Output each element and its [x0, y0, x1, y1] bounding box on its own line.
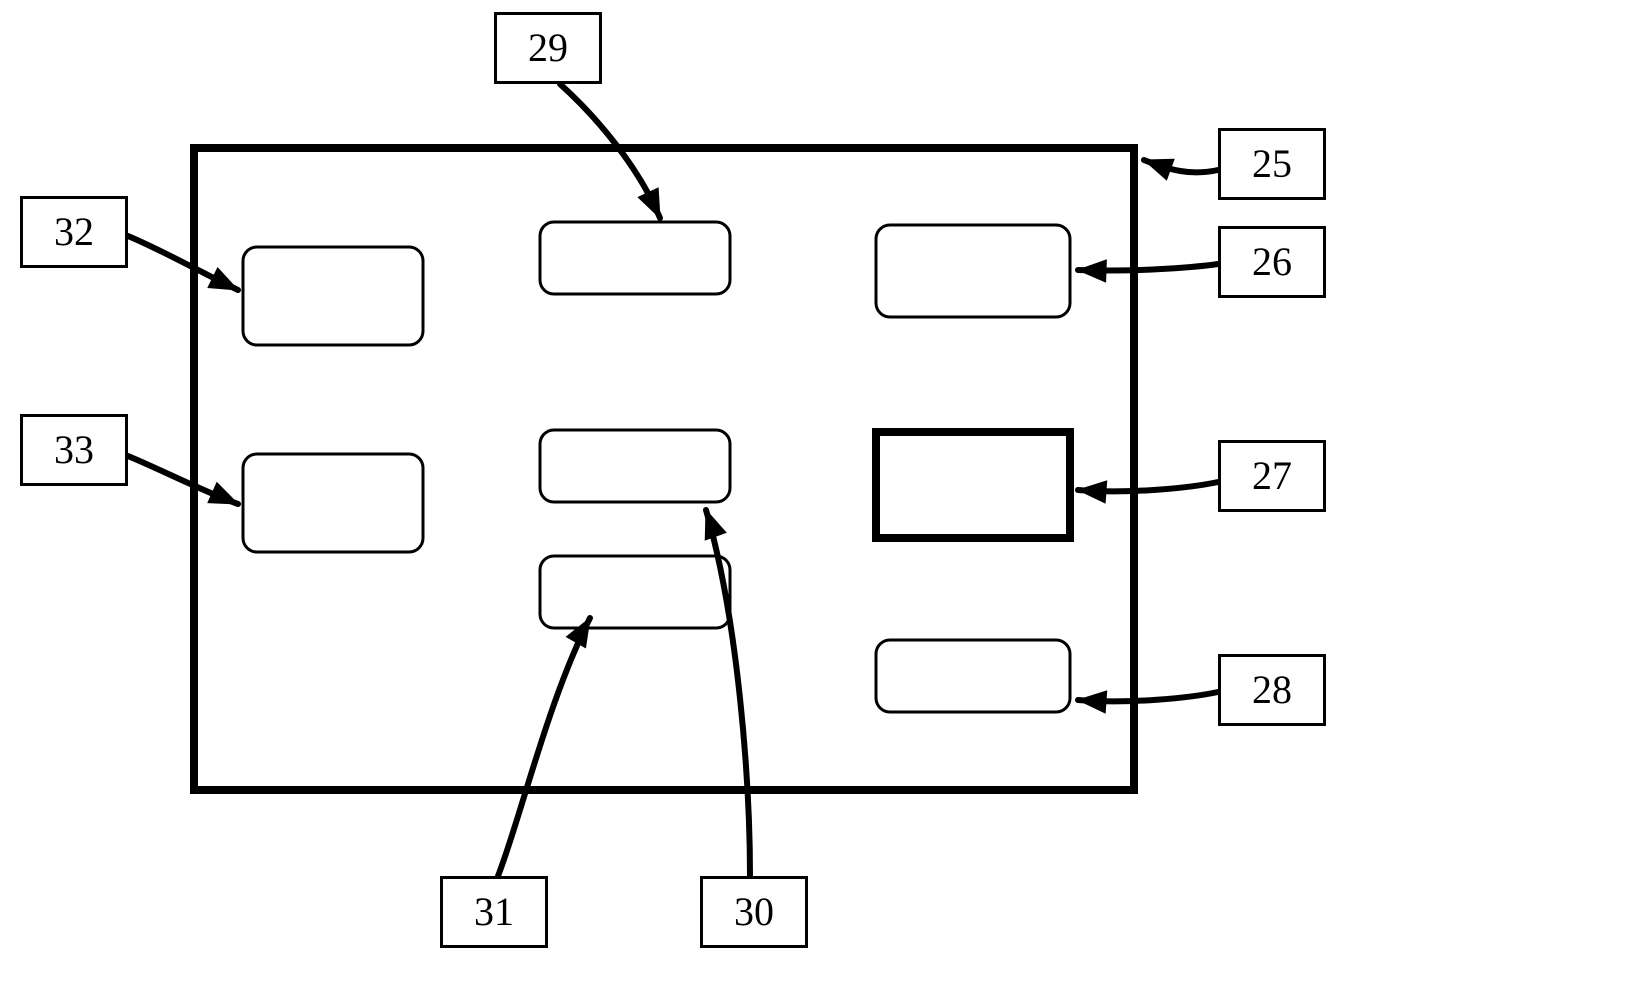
- label-26-text: 26: [1252, 242, 1292, 282]
- label-31: 31: [440, 876, 548, 948]
- label-28-text: 28: [1252, 670, 1292, 710]
- arrow-25-head: [1144, 159, 1174, 180]
- label-32: 32: [20, 196, 128, 268]
- arrow-31-shaft: [498, 618, 590, 876]
- arrow-30-head: [705, 510, 726, 540]
- inner-box-28: [876, 640, 1070, 712]
- arrow-32-head: [208, 268, 238, 290]
- inner-box-30: [540, 430, 730, 502]
- label-32-text: 32: [54, 212, 94, 252]
- label-31-text: 31: [474, 892, 514, 932]
- label-25: 25: [1218, 128, 1326, 200]
- label-27: 27: [1218, 440, 1326, 512]
- diagram-canvas: [0, 0, 1627, 998]
- label-28: 28: [1218, 654, 1326, 726]
- arrow-26-head: [1078, 260, 1106, 282]
- inner-box-29: [540, 222, 730, 294]
- arrow-28-head: [1078, 691, 1107, 713]
- container-frame: [194, 148, 1134, 790]
- inner-box-27: [876, 432, 1070, 538]
- arrow-31-head: [566, 618, 590, 648]
- arrow-33-head: [208, 483, 238, 504]
- inner-box-26: [876, 225, 1070, 317]
- inner-box-33: [243, 454, 423, 552]
- label-26: 26: [1218, 226, 1326, 298]
- inner-box-32: [243, 247, 423, 345]
- label-33-text: 33: [54, 430, 94, 470]
- label-30: 30: [700, 876, 808, 948]
- label-33: 33: [20, 414, 128, 486]
- label-30-text: 30: [734, 892, 774, 932]
- inner-box-31: [540, 556, 730, 628]
- arrow-27-head: [1078, 481, 1107, 503]
- label-27-text: 27: [1252, 456, 1292, 496]
- label-25-text: 25: [1252, 144, 1292, 184]
- label-29-text: 29: [528, 28, 568, 68]
- arrow-29-head: [638, 188, 660, 218]
- label-29: 29: [494, 12, 602, 84]
